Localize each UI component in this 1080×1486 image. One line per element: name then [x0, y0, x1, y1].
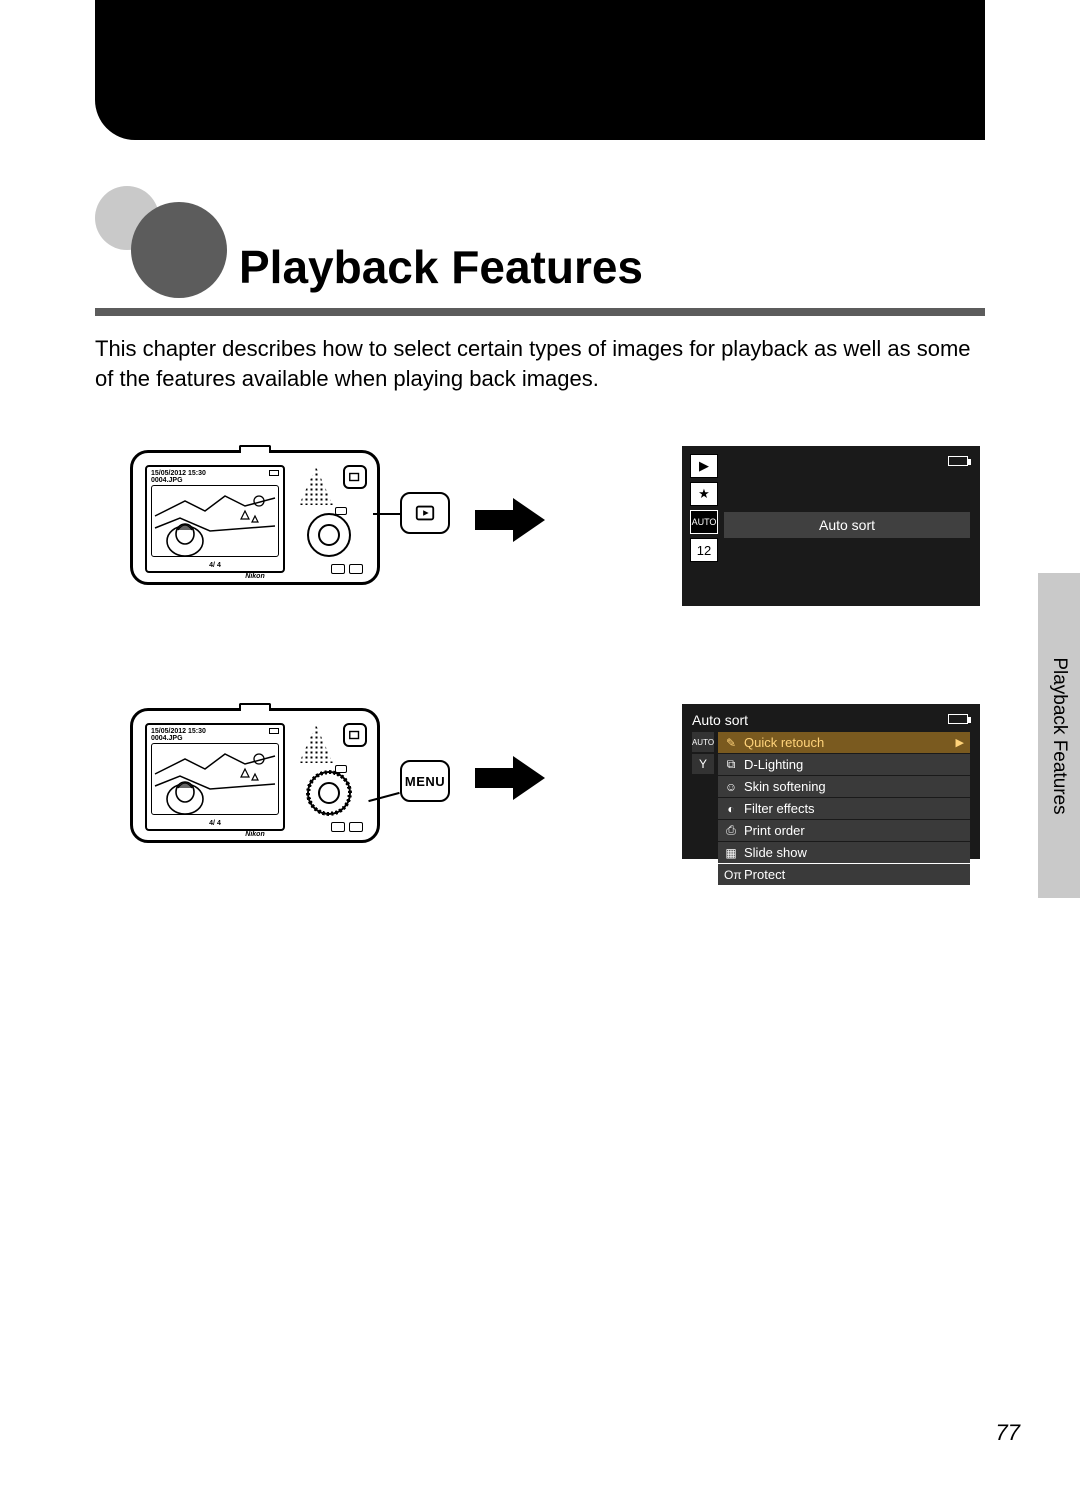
- menu-item: Oπ Protect: [718, 864, 970, 885]
- menu-item-icon: ▦: [724, 846, 738, 860]
- camera-small-button: [335, 507, 347, 515]
- camera-bottom-buttons: [331, 564, 363, 574]
- menu-item-label: D-Lighting: [744, 757, 803, 772]
- screen-count: 4/ 4: [209, 562, 221, 569]
- chevron-right-icon: ▶: [956, 736, 964, 749]
- mode-tab: 12: [690, 538, 718, 562]
- screen-thumbnail: [151, 743, 279, 815]
- mode-selected-label: Auto sort: [724, 512, 970, 538]
- menu-label: MENU: [405, 774, 445, 789]
- arrow-icon: [475, 756, 545, 800]
- page-title: Playback Features: [239, 240, 643, 294]
- multi-selector-wheel: [307, 513, 351, 557]
- menu-item-label: Quick retouch: [744, 735, 824, 750]
- screen-timestamp: 15/05/2012 15:30 0004.JPG: [151, 728, 206, 742]
- camera-screen: 15/05/2012 15:30 0004.JPG 4/ 4: [145, 465, 285, 573]
- intro-paragraph: This chapter describes how to select cer…: [95, 334, 985, 393]
- mode-select-screen: ▶ ★ AUTO 12 Auto sort: [682, 446, 980, 606]
- screen-timestamp: 15/05/2012 15:30 0004.JPG: [151, 470, 206, 484]
- menu-item-label: Slide show: [744, 845, 807, 860]
- bullet-big-circle: [131, 202, 227, 298]
- mode-tab: ★: [690, 482, 718, 506]
- menu-item: ⧉ D-Lighting: [718, 754, 970, 775]
- callout-leader-line: [373, 513, 400, 515]
- menu-left-tab: Y: [692, 754, 714, 774]
- menu-item-icon: ☺: [724, 780, 738, 794]
- mode-tab: AUTO: [690, 510, 718, 534]
- menu-item-label: Filter effects: [744, 801, 815, 816]
- camera-mode-button: [343, 723, 367, 747]
- camera-illustration: 15/05/2012 15:30 0004.JPG 4/ 4: [130, 708, 380, 843]
- callout-menu-button: MENU: [400, 760, 450, 802]
- menu-left-tab: AUTO: [692, 732, 714, 752]
- camera-brand-label: Nikon: [245, 831, 264, 838]
- title-rule: [95, 308, 985, 316]
- mode-tabs: ▶ ★ AUTO 12: [690, 454, 718, 562]
- top-black-banner: [95, 0, 985, 140]
- camera-illustration: 15/05/2012 15:30 0004.JPG 4/ 4: [130, 450, 380, 585]
- menu-title: Auto sort: [692, 712, 970, 728]
- menu-item-label: Protect: [744, 867, 785, 882]
- side-tab-label: Playback Features: [1048, 657, 1070, 814]
- menu-item-icon: ✎: [724, 736, 738, 750]
- battery-icon: [948, 714, 968, 724]
- menu-item: ☺ Skin softening: [718, 776, 970, 797]
- page-number: 77: [996, 1420, 1020, 1446]
- menu-item: ⎙ Print order: [718, 820, 970, 841]
- battery-icon: [948, 456, 968, 466]
- menu-item-icon: ⧉: [724, 757, 738, 772]
- menu-left-tabs: AUTOY: [692, 732, 714, 886]
- camera-brand-label: Nikon: [245, 573, 264, 580]
- screen-thumbnail: [151, 485, 279, 557]
- battery-icon: [269, 470, 279, 476]
- diagram-row-2: 15/05/2012 15:30 0004.JPG 4/ 4: [95, 698, 985, 878]
- callout-playback-button: [400, 492, 450, 534]
- camera-bottom-buttons: [331, 822, 363, 832]
- speaker-grille: [299, 467, 333, 505]
- arrow-icon: [475, 498, 545, 542]
- battery-icon: [269, 728, 279, 734]
- menu-item-icon: ⎙: [724, 823, 738, 838]
- menu-item: ▦ Slide show: [718, 842, 970, 863]
- screen-count: 4/ 4: [209, 820, 221, 827]
- menu-item-list: ✎ Quick retouch ▶ ⧉ D-Lighting ☺ Skin softenin…: [718, 732, 970, 886]
- multi-selector-wheel: [307, 771, 351, 815]
- playback-menu-screen: Auto sort AUTOY ✎ Quick retouch ▶ ⧉ D-Lighti…: [682, 704, 980, 859]
- camera-small-button: [335, 765, 347, 773]
- menu-item: ✎ Quick retouch ▶: [718, 732, 970, 753]
- menu-item-icon: ◐: [724, 802, 738, 816]
- diagram-row-1: 15/05/2012 15:30 0004.JPG 4/ 4: [95, 440, 985, 620]
- menu-item-label: Print order: [744, 823, 805, 838]
- camera-screen: 15/05/2012 15:30 0004.JPG 4/ 4: [145, 723, 285, 831]
- mode-tab: ▶: [690, 454, 718, 478]
- menu-item-icon: Oπ: [724, 868, 738, 882]
- speaker-grille: [299, 725, 333, 763]
- menu-item-label: Skin softening: [744, 779, 826, 794]
- camera-mode-button: [343, 465, 367, 489]
- menu-item: ◐ Filter effects: [718, 798, 970, 819]
- side-tab: Playback Features: [1038, 573, 1080, 898]
